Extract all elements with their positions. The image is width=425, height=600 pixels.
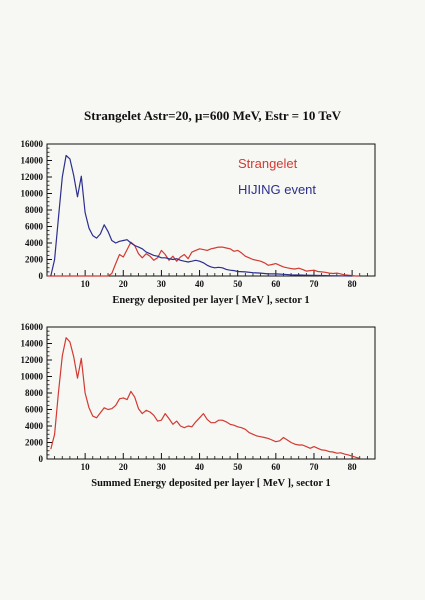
- y-tick-label: 12000: [21, 355, 44, 365]
- x-tick-label: 40: [195, 279, 205, 289]
- plot-frame: [46, 326, 376, 460]
- energy-per-layer-chart: 0 2000 4000 6000 8000 10000 12000 14000 16000 10 2…: [21, 139, 376, 306]
- y-tick-label: 16000: [21, 322, 44, 332]
- x-tick-label: 20: [119, 279, 129, 289]
- y-tick-label: 4000: [25, 238, 44, 248]
- figure-title: Strangelet Astr=20, μ=600 MeV, Estr = 10…: [84, 108, 341, 123]
- y-tick-label: 10000: [21, 189, 44, 199]
- series-line-summed: [50, 337, 360, 459]
- x-tick-label: 50: [233, 462, 243, 472]
- x-tick-label: 40: [195, 462, 205, 472]
- y-tick-label: 10000: [21, 372, 44, 382]
- y-tick-label: 12000: [21, 172, 44, 182]
- x-axis-title: Energy deposited per layer [ MeV ], sect…: [112, 295, 309, 306]
- legend-entry-hijing-event: HIJING event: [238, 182, 316, 197]
- x-tick-label: 60: [271, 279, 281, 289]
- y-tick-label: 0: [39, 271, 44, 281]
- x-tick-label: 70: [309, 279, 319, 289]
- x-tick-label: 10: [81, 279, 91, 289]
- y-tick-label: 8000: [25, 205, 44, 215]
- y-tick-label: 4000: [25, 421, 44, 431]
- summed-energy-chart: 0 2000 4000 6000 8000 10000 12000 14000 16000 10 2…: [21, 322, 376, 489]
- x-tick-label: 80: [348, 462, 358, 472]
- x-tick-label: 70: [309, 462, 319, 472]
- x-tick-label: 30: [157, 279, 167, 289]
- x-tick-label: 60: [271, 462, 281, 472]
- y-tick-label: 14000: [21, 339, 44, 349]
- series-line-strangelet: [47, 241, 360, 277]
- x-tick-label: 10: [81, 462, 91, 472]
- legend-entry-strangelet: Strangelet: [238, 156, 298, 171]
- y-tick-label: 14000: [21, 156, 44, 166]
- x-tick-label: 50: [233, 279, 243, 289]
- y-tick-label: 8000: [25, 388, 44, 398]
- y-tick-label: 0: [39, 454, 44, 464]
- y-tick-label: 2000: [25, 438, 44, 448]
- y-tick-label: 16000: [21, 139, 44, 149]
- y-tick-label: 6000: [25, 405, 44, 415]
- x-tick-label: 20: [119, 462, 129, 472]
- x-tick-label: 30: [157, 462, 167, 472]
- plot-frame: [46, 143, 376, 277]
- x-axis-title: Summed Energy deposited per layer [ MeV …: [91, 478, 331, 489]
- x-tick-label: 80: [348, 279, 358, 289]
- y-tick-label: 2000: [25, 255, 44, 265]
- series-line-hijing-event: [50, 154, 353, 277]
- y-tick-label: 6000: [25, 222, 44, 232]
